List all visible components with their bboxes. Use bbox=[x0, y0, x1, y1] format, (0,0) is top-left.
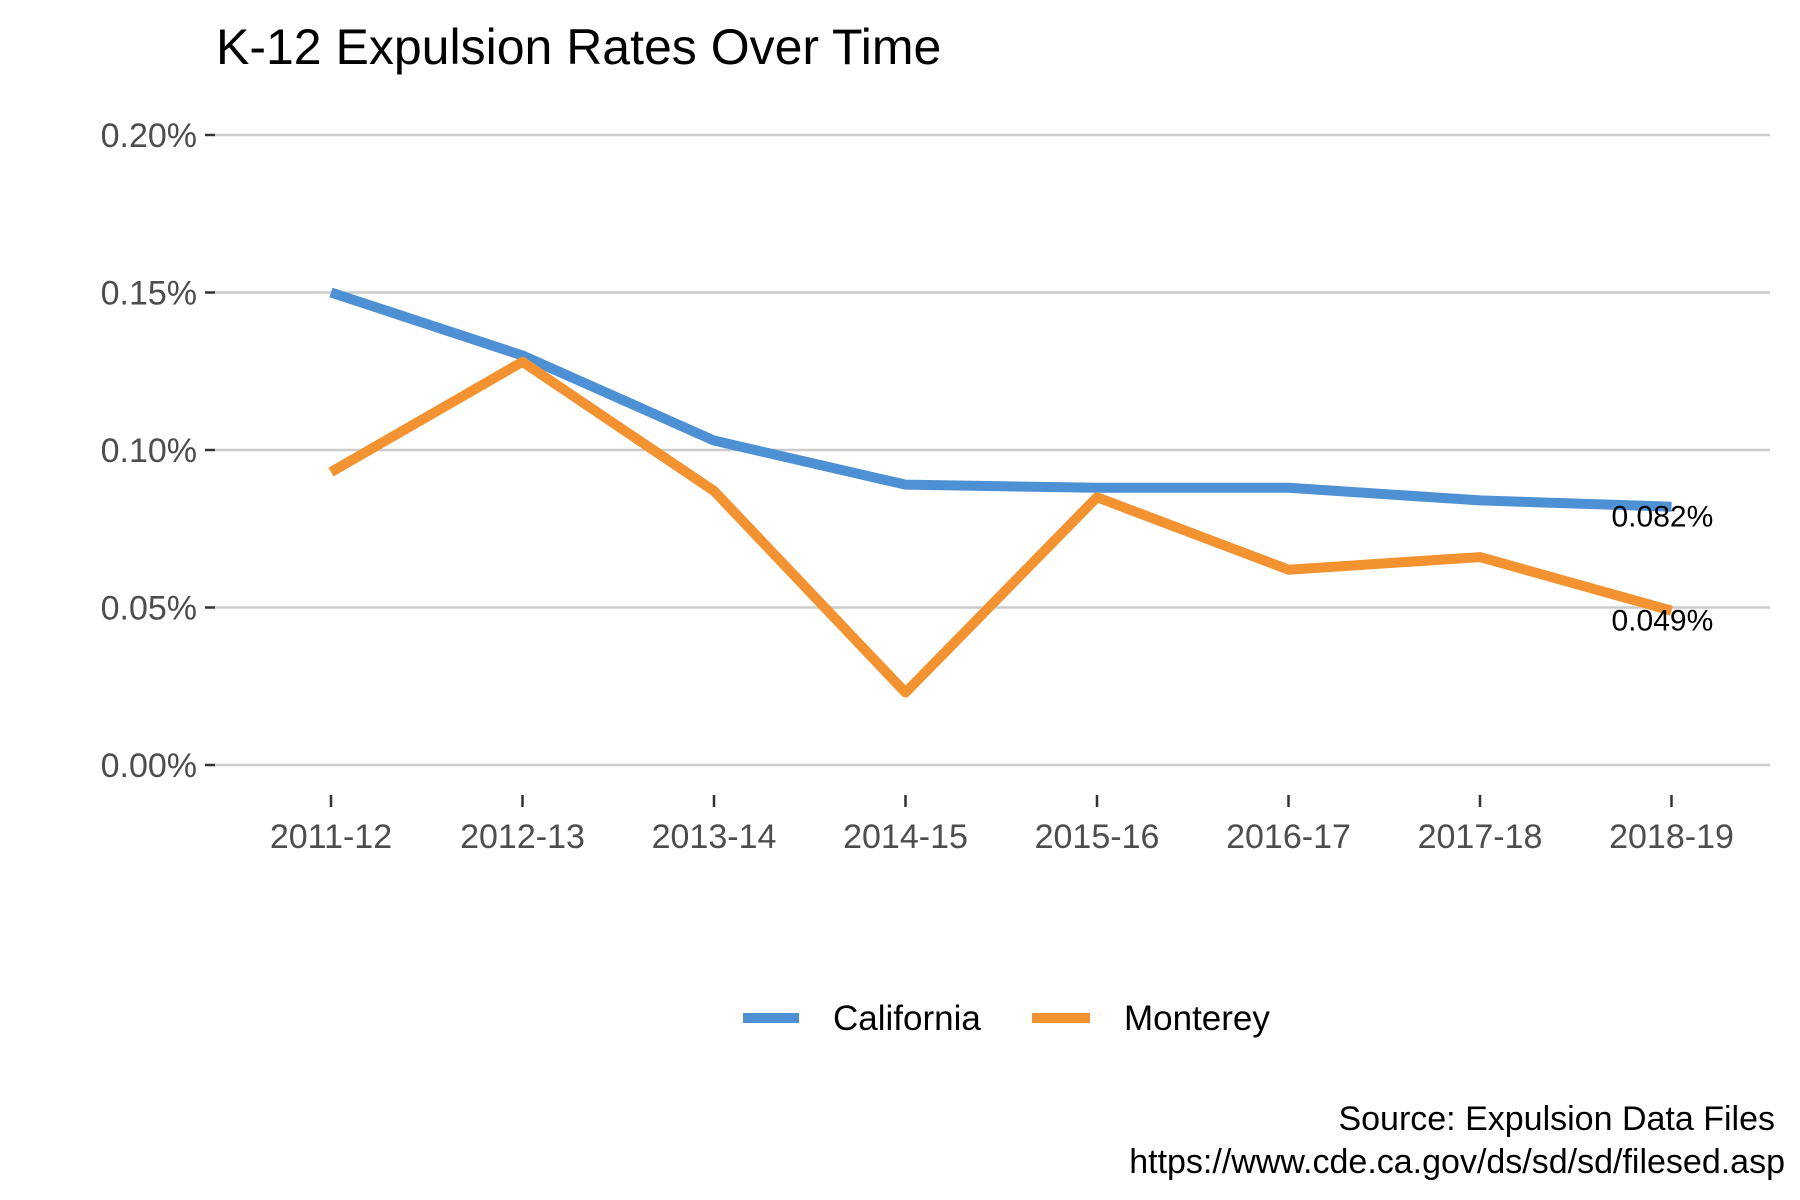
legend: California Monterey bbox=[743, 999, 1270, 1038]
legend-label-monterey: Monterey bbox=[1124, 999, 1270, 1038]
x-tick-label: 2016-17 bbox=[1226, 818, 1351, 856]
end-labels: 0.082% 0.049% bbox=[1612, 501, 1714, 638]
y-tick-label: 0.00% bbox=[101, 747, 197, 785]
x-tick-label: 2013-14 bbox=[652, 818, 777, 856]
x-tick-label: 2011-12 bbox=[270, 818, 392, 856]
caption-url: https://www.cde.ca.gov/ds/sd/sd/filesed.… bbox=[1129, 1143, 1785, 1181]
series-lines bbox=[328, 287, 1673, 698]
x-tick-label: 2014-15 bbox=[843, 818, 968, 856]
x-tick-label: 2015-16 bbox=[1035, 818, 1160, 856]
x-tick-label: 2017-18 bbox=[1418, 818, 1543, 856]
y-axis: 0.00% 0.05% 0.10% 0.15% 0.20% bbox=[101, 117, 215, 785]
y-tick-label: 0.15% bbox=[101, 275, 197, 313]
y-tick-label: 0.20% bbox=[101, 117, 197, 155]
x-tick-label: 2012-13 bbox=[460, 818, 585, 856]
x-axis: 2011-12 2012-13 2013-14 2014-15 2015-16 2016-… bbox=[270, 795, 1734, 856]
end-label-monterey: 0.049% bbox=[1612, 605, 1714, 638]
legend-label-california: California bbox=[833, 999, 981, 1038]
series-line-california bbox=[329, 287, 1672, 512]
y-tick-label: 0.05% bbox=[101, 590, 197, 628]
y-tick-label: 0.10% bbox=[101, 432, 197, 470]
gridlines bbox=[215, 133, 1770, 767]
chart-title: K-12 Expulsion Rates Over Time bbox=[216, 19, 941, 75]
x-tick-label: 2018-19 bbox=[1609, 818, 1734, 856]
end-label-california: 0.082% bbox=[1612, 501, 1714, 534]
series-line-monterey bbox=[328, 356, 1673, 698]
caption-source: Source: Expulsion Data Files bbox=[1338, 1100, 1775, 1138]
